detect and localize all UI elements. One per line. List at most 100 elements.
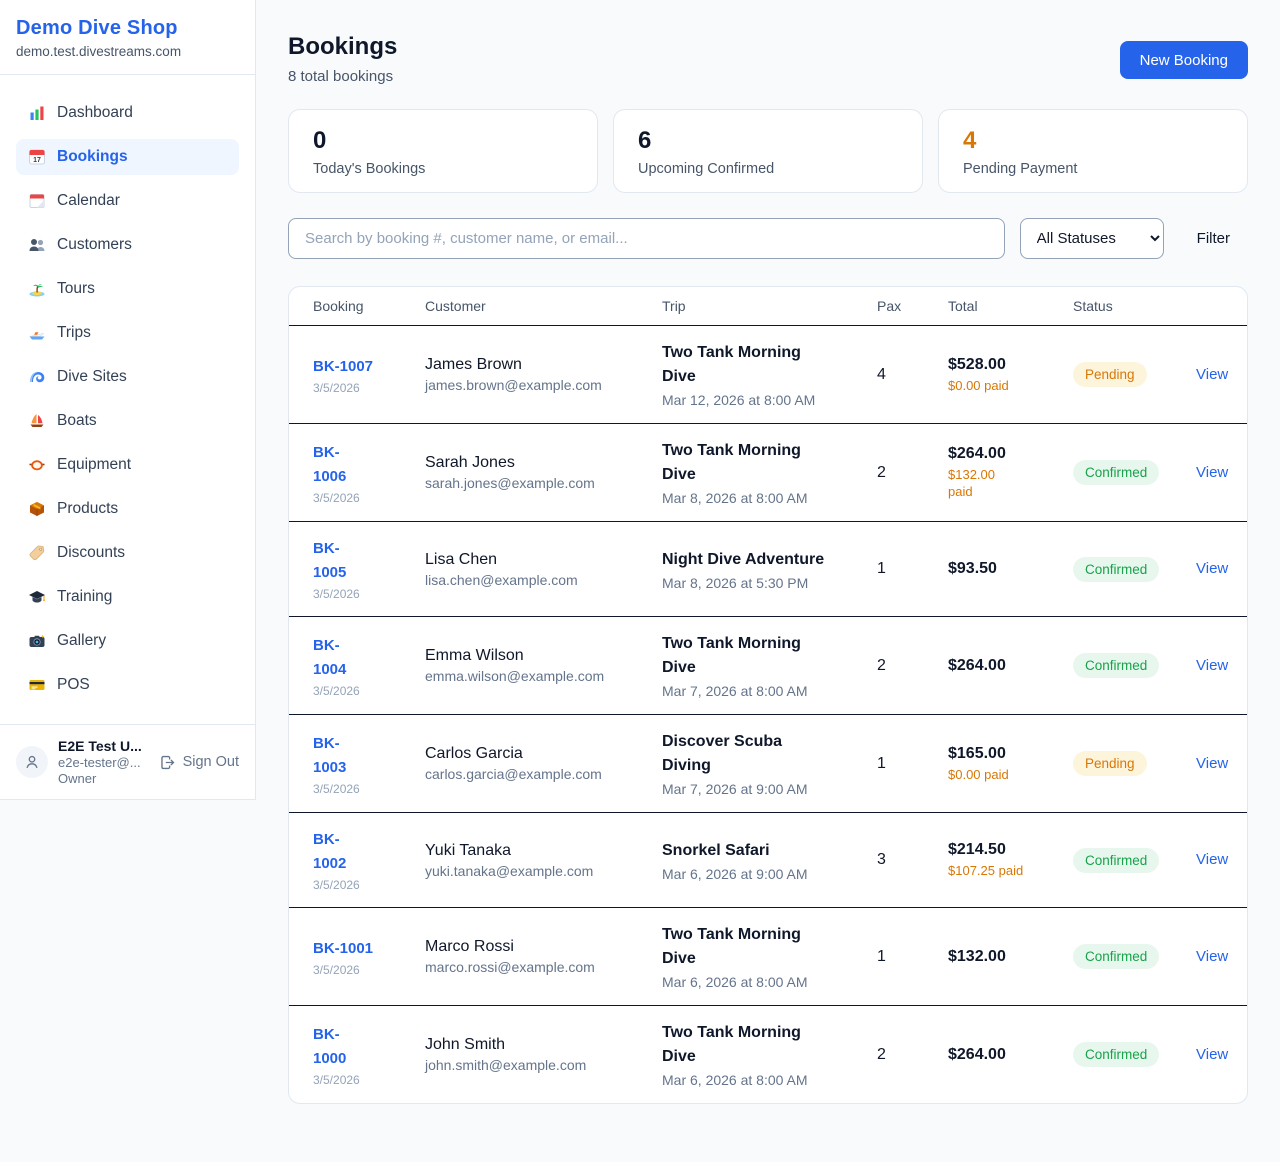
- stat-value: 0: [313, 127, 327, 154]
- column-header-customer: Customer: [425, 287, 662, 326]
- customer-name: Lisa Chen: [425, 550, 498, 568]
- sign-out-button[interactable]: Sign Out: [159, 754, 239, 771]
- booking-id-link[interactable]: BK- 1003: [313, 734, 347, 776]
- customer-name: Sarah Jones: [425, 454, 515, 471]
- column-header-actions: [1196, 287, 1247, 326]
- view-link[interactable]: View: [1196, 1045, 1229, 1063]
- sidebar-item-gallery[interactable]: Gallery: [16, 623, 239, 659]
- brand: Demo Dive Shop demo.test.divestreams.com: [0, 0, 255, 75]
- sidebar-item-label: POS: [57, 676, 90, 693]
- brand-domain: demo.test.divestreams.com: [16, 44, 182, 59]
- view-link[interactable]: View: [1196, 463, 1229, 481]
- status-badge: Pending: [1073, 751, 1147, 776]
- view-link[interactable]: View: [1196, 560, 1229, 577]
- booking-id-link[interactable]: BK- 1002: [313, 831, 347, 872]
- sidebar-item-dashboard[interactable]: Dashboard: [16, 95, 239, 131]
- sailboat-icon: [28, 412, 46, 430]
- view-link[interactable]: View: [1196, 851, 1229, 868]
- main-content: Bookings 8 total bookings New Booking 0 …: [256, 0, 1280, 1104]
- booking-date: 3/5/2026: [313, 587, 360, 601]
- trip-name: Night Dive Adventure: [662, 550, 825, 568]
- sidebar-item-discounts[interactable]: Discounts: [16, 535, 239, 571]
- tear-off-calendar-icon: [28, 192, 46, 210]
- customer-email: james.brown@example.com: [425, 377, 602, 393]
- customer-email: yuki.tanaka@example.com: [425, 862, 594, 879]
- view-link[interactable]: View: [1196, 754, 1229, 772]
- customer-email: marco.rossi@example.com: [425, 959, 595, 975]
- sidebar-item-training[interactable]: Training: [16, 579, 239, 615]
- brand-name: Demo Dive Shop: [16, 17, 178, 39]
- booking-id-link[interactable]: BK- 1006: [313, 443, 347, 485]
- trip-name: Two Tank Morning Dive: [662, 344, 801, 385]
- svg-text:17: 17: [33, 157, 41, 164]
- table-row: BK- 1003 3/5/2026 Carlos Garcia carlos.g…: [289, 715, 1247, 813]
- user-name: E2E Test U...: [58, 738, 142, 754]
- sidebar-item-equipment[interactable]: Equipment: [16, 447, 239, 483]
- booking-date: 3/5/2026: [313, 878, 360, 892]
- sidebar-item-products[interactable]: Products: [16, 491, 239, 527]
- speedboat-icon: [28, 324, 46, 342]
- trip-name: Snorkel Safari: [662, 841, 770, 859]
- table-row: BK- 1005 3/5/2026 Lisa Chen lisa.chen@ex…: [289, 522, 1247, 617]
- total-amount: $264.00: [948, 656, 1006, 674]
- sidebar-item-label: Boats: [57, 412, 97, 429]
- customer-name: James Brown: [425, 356, 522, 373]
- view-link[interactable]: View: [1196, 365, 1229, 383]
- booking-id-link[interactable]: BK-1001: [313, 939, 374, 957]
- sidebar-item-customers[interactable]: Customers: [16, 227, 239, 263]
- sidebar-item-bookings[interactable]: 17 Bookings: [16, 139, 239, 175]
- trip-datetime: Mar 8, 2026 at 5:30 PM: [662, 574, 809, 591]
- trip-datetime: Mar 12, 2026 at 8:00 AM: [662, 392, 816, 408]
- booking-id-link[interactable]: BK- 1000: [313, 1025, 347, 1067]
- wave-icon: [28, 368, 46, 386]
- booking-id-link[interactable]: BK- 1005: [313, 540, 347, 581]
- customer-email: john.smith@example.com: [425, 1057, 587, 1073]
- sidebar-item-calendar[interactable]: Calendar: [16, 183, 239, 219]
- pax-count: 3: [877, 851, 886, 868]
- view-link[interactable]: View: [1196, 947, 1229, 965]
- person-icon: [26, 755, 38, 769]
- trip-name: Two Tank Morning Dive: [662, 1024, 801, 1065]
- trip-datetime: Mar 8, 2026 at 8:00 AM: [662, 490, 808, 506]
- page-subtitle: 8 total bookings: [288, 68, 394, 85]
- column-header-total: Total: [948, 287, 1073, 326]
- sidebar-item-label: Calendar: [57, 192, 120, 209]
- column-header-pax: Pax: [877, 287, 948, 326]
- sidebar-item-boats[interactable]: Boats: [16, 403, 239, 439]
- trip-datetime: Mar 6, 2026 at 8:00 AM: [662, 974, 808, 990]
- pax-count: 1: [877, 754, 886, 772]
- pax-count: 2: [877, 656, 886, 674]
- paid-amount: $107.25 paid: [948, 863, 1024, 878]
- sidebar-item-tours[interactable]: Tours: [16, 271, 239, 307]
- search-input[interactable]: [288, 218, 1005, 259]
- status-select[interactable]: All Statuses: [1019, 218, 1164, 259]
- status-badge: Pending: [1073, 362, 1147, 387]
- customer-name: Marco Rossi: [425, 938, 514, 955]
- calendar-icon: 17: [28, 148, 46, 166]
- sidebar-item-dive-sites[interactable]: Dive Sites: [16, 359, 239, 395]
- status-badge: Confirmed: [1073, 653, 1160, 678]
- total-amount: $528.00: [948, 355, 1006, 373]
- sidebar-item-label: Equipment: [57, 456, 132, 473]
- table-row: BK- 1004 3/5/2026 Emma Wilson emma.wilso…: [289, 617, 1247, 715]
- pax-count: 2: [877, 463, 886, 481]
- booking-date: 3/5/2026: [313, 380, 360, 395]
- total-amount: $132.00: [948, 947, 1006, 965]
- filter-button[interactable]: Filter: [1179, 220, 1248, 257]
- new-booking-button[interactable]: New Booking: [1119, 41, 1248, 79]
- column-header-booking: Booking: [289, 287, 425, 326]
- people-icon: [28, 236, 46, 254]
- sidebar-item-label: Discounts: [57, 544, 126, 561]
- table-row: BK- 1002 3/5/2026 Yuki Tanaka yuki.tanak…: [289, 813, 1247, 908]
- page-title: Bookings: [288, 33, 398, 60]
- paid-amount: $0.00 paid: [948, 766, 1009, 782]
- booking-id-link[interactable]: BK-1007: [313, 357, 374, 375]
- trip-name: Discover Scuba Diving: [662, 733, 783, 774]
- stat-label: Upcoming Confirmed: [638, 161, 775, 177]
- total-amount: $264.00: [948, 1045, 1006, 1063]
- paid-amount: $132.00 paid: [948, 467, 995, 499]
- booking-id-link[interactable]: BK- 1004: [313, 636, 347, 678]
- sidebar-item-trips[interactable]: Trips: [16, 315, 239, 351]
- sidebar-item-pos[interactable]: POS: [16, 667, 239, 703]
- view-link[interactable]: View: [1196, 656, 1229, 674]
